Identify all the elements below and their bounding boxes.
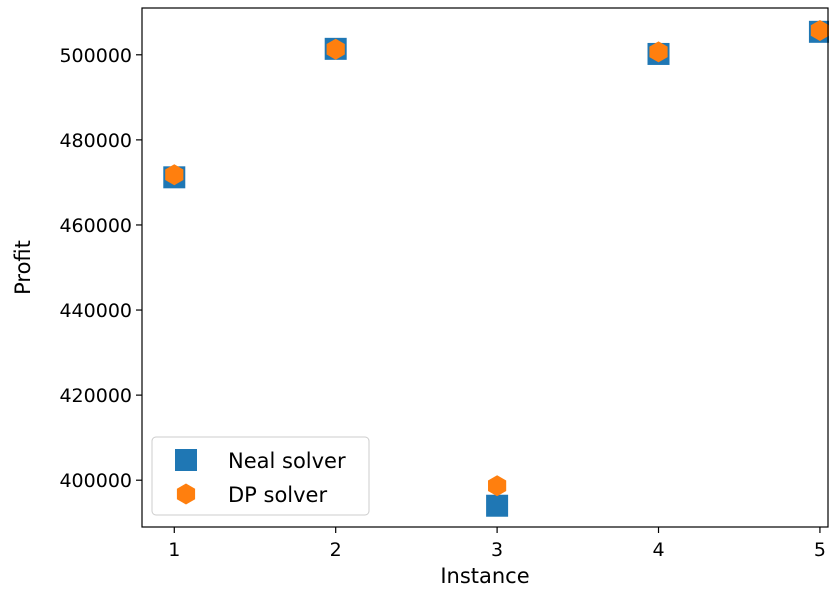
- data-point-hexagon: [165, 164, 184, 186]
- y-axis: 400000 420000 440000 460000 480000 500000: [59, 45, 142, 492]
- series-dp-solver: [165, 20, 829, 497]
- data-point-hexagon: [810, 20, 829, 42]
- y-axis-label: Profit: [11, 240, 35, 295]
- plot-area: [163, 20, 829, 517]
- data-point-hexagon: [326, 38, 345, 60]
- data-point-square: [486, 494, 509, 517]
- x-tick-label: 2: [330, 539, 342, 561]
- x-axis: 1 2 3 4 5: [168, 527, 826, 561]
- x-axis-label: Instance: [440, 564, 529, 588]
- legend-label: DP solver: [228, 483, 327, 507]
- legend-label: Neal solver: [228, 449, 346, 473]
- legend-box: [151, 436, 370, 516]
- data-point-hexagon: [488, 475, 507, 497]
- x-tick-label: 5: [814, 539, 826, 561]
- x-tick-label: 3: [491, 539, 503, 561]
- data-point-hexagon: [649, 41, 668, 63]
- x-tick-label: 1: [168, 539, 180, 561]
- y-tick-label: 500000: [59, 45, 132, 67]
- legend-square-marker: [175, 449, 197, 471]
- y-tick-label: 420000: [59, 385, 132, 407]
- axes-frame: [141, 7, 829, 528]
- legend-hexagon-marker: [176, 483, 196, 505]
- y-tick-label: 480000: [59, 130, 132, 152]
- y-tick-label: 400000: [59, 470, 132, 492]
- y-tick-label: 440000: [59, 300, 132, 322]
- legend: Neal solver DP solver: [151, 436, 370, 516]
- y-tick-label: 460000: [59, 215, 132, 237]
- x-tick-label: 4: [652, 539, 664, 561]
